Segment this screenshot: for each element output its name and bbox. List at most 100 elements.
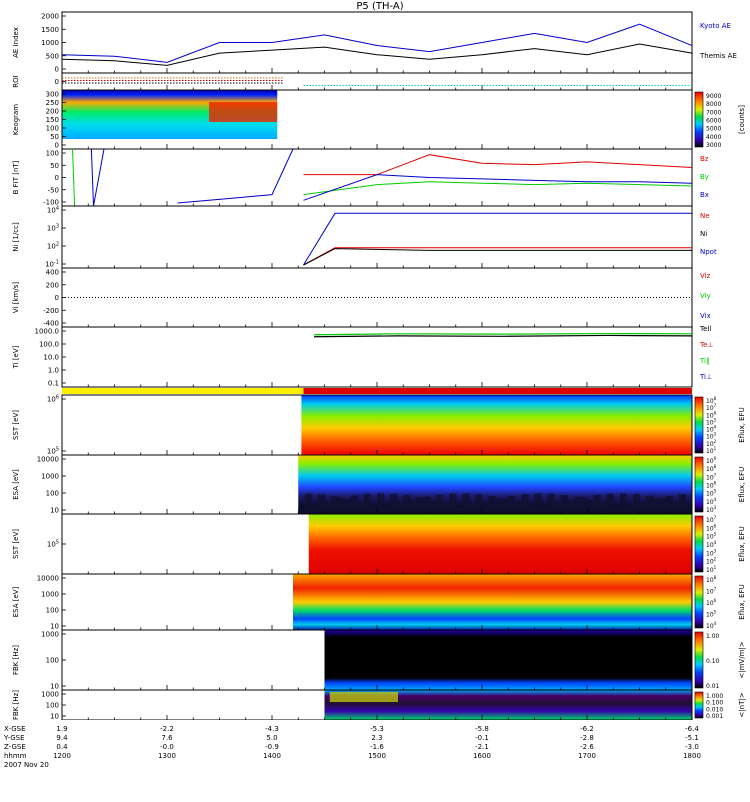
sst-i-cbar-tick: 106 — [706, 523, 717, 532]
time-axis-value: -5.1 — [685, 734, 699, 742]
sst-i-cbar-tick: 105 — [706, 532, 717, 541]
time-axis-row-label: Z-GSE — [4, 743, 26, 751]
sst-e-tick-label: 106 — [47, 395, 59, 404]
velocity-tick-label: 0 — [55, 294, 59, 302]
esa-e-noise — [685, 504, 693, 514]
esa-e-noise — [573, 496, 581, 514]
fbk-b-cbar-tick: 0.100 — [706, 700, 723, 707]
date-label: 2007 Nov 20 — [4, 761, 49, 769]
density-legend-0: Ne — [700, 212, 710, 220]
velocity-legend-1: Viy — [700, 292, 711, 300]
velocity-tick-label: 200 — [46, 281, 59, 289]
keogram-cbar-tick: 5000 — [706, 126, 721, 133]
fbk-e-cbar-tick: 1.00 — [706, 633, 720, 640]
esa-e-noise — [468, 504, 476, 514]
time-axis-value: 2.3 — [371, 734, 382, 742]
esa-e-cbar-tick: 109 — [706, 456, 717, 465]
esa-e-noise — [508, 495, 516, 514]
time-axis-value: 1400 — [263, 752, 281, 760]
esa-e-noise — [350, 495, 358, 514]
ae-tick-label: 1000 — [41, 39, 59, 47]
fbk-e-tick-label: 100 — [46, 657, 59, 665]
time-axis-row-label: X-GSE — [4, 725, 26, 733]
density-series-1 — [303, 248, 692, 266]
sst-e-tick-label: 105 — [47, 447, 59, 456]
sst-e-cbar-tick: 106 — [706, 410, 717, 419]
roi-tick-label: 0 — [55, 78, 59, 86]
esa-e-noise — [652, 498, 660, 514]
keogram-cbar-tick: 8000 — [706, 101, 721, 108]
fbk-e-ylabel: FBK [Hz] — [12, 645, 20, 675]
bfit-legend-0: Bz — [700, 155, 709, 163]
time-axis-value: -5.8 — [475, 725, 489, 733]
temperature-legend-2: Ti‖ — [699, 357, 710, 365]
sst-i-colorbar — [694, 515, 704, 573]
esa-i-cbar-tick: 107 — [706, 587, 717, 596]
esa-e-tick-label: 1000 — [41, 473, 59, 481]
esa-e-noise — [639, 501, 647, 514]
esa-e-noise — [495, 498, 503, 514]
time-axis-value: 1200 — [53, 752, 71, 760]
sst-i-cbar-tick: 101 — [706, 565, 717, 574]
keogram-tick-label: 300 — [46, 91, 59, 99]
esa-e-cbar-tick: 105 — [706, 489, 717, 498]
sst-e-cbar-label: Eflux, EFU — [738, 407, 746, 442]
time-axis-value: -2.1 — [475, 743, 489, 751]
velocity-tick-label: -200 — [43, 307, 59, 315]
esa-e-noise — [554, 503, 562, 514]
esa-e-cbar-tick: 108 — [706, 464, 717, 473]
bfit-tick-label: 50 — [50, 162, 59, 170]
density-series-0 — [303, 247, 692, 266]
temperature-legend-0: Tell — [699, 325, 711, 333]
esa-i-ylabel: ESA [eV] — [12, 586, 20, 617]
temperature-legend-3: Ti⊥ — [699, 373, 712, 381]
esa-e-noise — [646, 495, 654, 514]
time-axis-value: -2.8 — [580, 734, 594, 742]
keogram-tick-label: 150 — [46, 116, 59, 124]
density-legend-1: Ni — [700, 230, 707, 238]
sst-i-cbar-tick: 103 — [706, 548, 717, 557]
sst-i-spectrogram — [308, 514, 692, 574]
ae-series-1 — [61, 43, 693, 66]
mode-bar-fast — [303, 388, 692, 394]
esa-e-noise — [416, 497, 424, 514]
fbk-b-wave — [329, 692, 398, 702]
keogram-tick-label: 0 — [55, 142, 59, 150]
esa-e-colorbar — [694, 456, 704, 513]
keogram-tick-label: 250 — [46, 99, 59, 107]
ae-tick-label: 2000 — [41, 13, 59, 21]
density-ylabel: Ni [1/cc] — [12, 222, 20, 252]
time-axis-value: 0.4 — [56, 743, 68, 751]
esa-e-noise — [541, 507, 549, 514]
bfit-tick-label: -50 — [48, 186, 59, 194]
bfit-series-0 — [303, 154, 693, 176]
esa-e-noise — [304, 493, 312, 514]
sst-e-spectrogram — [301, 395, 692, 455]
velocity-tick-label: -400 — [43, 320, 59, 328]
bfit-tick-label: -100 — [43, 199, 59, 207]
time-axis-value: 1700 — [578, 752, 596, 760]
bfit-series-2 — [303, 174, 693, 201]
esa-e-noise — [390, 493, 398, 514]
esa-i-tick-label: 1000 — [41, 591, 59, 599]
esa-e-noise — [377, 493, 385, 514]
density-tick-label: 104 — [47, 206, 59, 215]
sst-i-tick-label: 105 — [47, 540, 59, 549]
time-axis-value: 1600 — [473, 752, 491, 760]
fbk-b-cbar-label: <|nT|> — [738, 692, 746, 717]
fbk-e-tick-label: 10 — [50, 683, 59, 691]
time-axis-value: -3.0 — [685, 743, 699, 751]
esa-e-noise — [436, 494, 444, 514]
time-axis-value: -0.1 — [475, 734, 489, 742]
temperature-tick-label: 100.0 — [39, 341, 59, 349]
sst-e-cbar-tick: 101 — [706, 446, 717, 455]
ae-tick-label: 0 — [55, 66, 59, 74]
fbk-e-cbar-tick: 0.01 — [706, 683, 720, 690]
esa-e-noise — [501, 498, 509, 514]
esa-e-cbar-label: Eflux, EFU — [738, 467, 746, 502]
esa-e-tick-label: 10 — [50, 507, 59, 515]
time-axis-value: -2.2 — [160, 725, 174, 733]
bfit-spike — [90, 148, 105, 207]
esa-e-noise — [482, 501, 490, 514]
mode-bar-slow — [62, 388, 304, 394]
